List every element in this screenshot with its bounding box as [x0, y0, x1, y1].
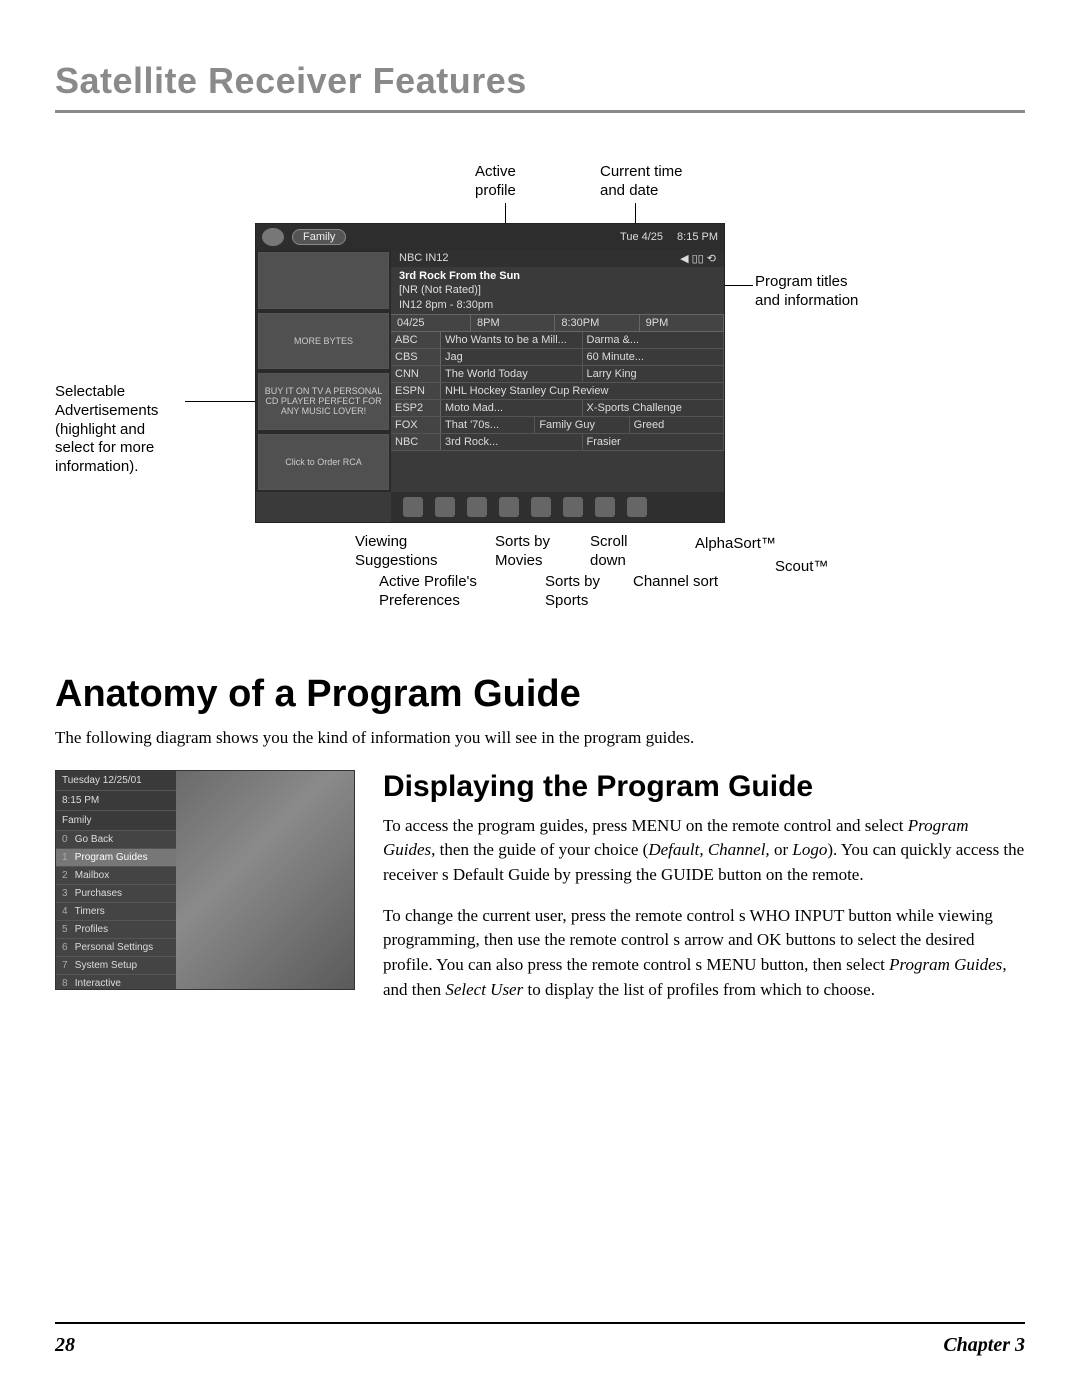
time-col: 8:30PM	[555, 315, 639, 331]
program-cell[interactable]: That '70s...	[441, 417, 535, 433]
callout-active-profile: Active profile	[475, 163, 516, 201]
program-title: 3rd Rock From the Sun	[399, 269, 716, 283]
guide-toolbar	[391, 492, 724, 522]
section-heading-displaying: Displaying the Program Guide	[383, 770, 1025, 804]
menu-item[interactable]: 4 Timers	[56, 903, 176, 921]
audio-icons: ◀ ▯▯ ⟲	[680, 252, 716, 265]
guide-time-bar: 04/25 8PM 8:30PM 9PM	[391, 314, 724, 332]
guide-row[interactable]: CBSJag60 Minute...	[391, 349, 724, 366]
menu-screenshot: Tuesday 12/25/01 8:15 PM Family 0 Go Bac…	[55, 770, 355, 990]
callout-ads: Selectable Advertisements (highlight and…	[55, 383, 158, 477]
program-cell[interactable]: Jag	[441, 349, 583, 365]
callout-scroll-down: Scroll down	[590, 533, 628, 571]
guide-row[interactable]: CNNThe World TodayLarry King	[391, 366, 724, 383]
ad-slot[interactable]	[258, 252, 389, 309]
chapter-label: Chapter 3	[943, 1334, 1025, 1357]
page-footer: 28 Chapter 3	[55, 1322, 1025, 1357]
program-cell[interactable]: 60 Minute...	[583, 349, 725, 365]
time-col: 04/25	[391, 315, 471, 331]
program-cell[interactable]: Who Wants to be a Mill...	[441, 332, 583, 348]
channel-label: FOX	[391, 417, 441, 433]
guide-program-info: 3rd Rock From the Sun [NR (Not Rated)] I…	[391, 267, 724, 314]
callout-active-prefs: Active Profile's Preferences	[379, 573, 477, 611]
program-cell[interactable]: Frasier	[583, 434, 725, 450]
callout-scout: Scout™	[775, 558, 828, 577]
section-intro: The following diagram shows you the kind…	[55, 726, 1025, 750]
program-cell[interactable]: NHL Hockey Stanley Cup Review	[441, 383, 724, 399]
network-logo-icon	[262, 228, 284, 246]
channel-label: NBC	[391, 434, 441, 450]
guide-row[interactable]: ABCWho Wants to be a Mill...Darma &...	[391, 332, 724, 349]
time-col: 9PM	[640, 315, 724, 331]
channel-label: CBS	[391, 349, 441, 365]
menu-time: 8:15 PM	[56, 791, 176, 811]
displaying-paragraph-2: To change the current user, press the re…	[383, 904, 1025, 1003]
section-heading-anatomy: Anatomy of a Program Guide	[55, 673, 1025, 716]
menu-panel: Tuesday 12/25/01 8:15 PM Family 0 Go Bac…	[56, 771, 176, 989]
callout-program-titles: Program titles and information	[755, 273, 858, 311]
channel-label: ABC	[391, 332, 441, 348]
program-guide-diagram: Active profile Current time and date Pro…	[55, 163, 1025, 633]
menu-item[interactable]: 5 Profiles	[56, 921, 176, 939]
menu-item[interactable]: 0 Go Back	[56, 831, 176, 849]
menu-item[interactable]: 1 Program Guides	[56, 849, 176, 867]
program-cell[interactable]: X-Sports Challenge	[583, 400, 725, 416]
program-cell[interactable]: 3rd Rock...	[441, 434, 583, 450]
guide-header: Family Tue 4/25 8:15 PM	[256, 224, 724, 250]
menu-item[interactable]: 2 Mailbox	[56, 867, 176, 885]
alphasort-icon[interactable]	[595, 497, 615, 517]
scout-icon[interactable]	[627, 497, 647, 517]
program-rating: [NR (Not Rated)]	[399, 283, 716, 297]
program-cell[interactable]: Darma &...	[583, 332, 725, 348]
menu-item[interactable]: 3 Purchases	[56, 885, 176, 903]
program-cell[interactable]: Greed	[630, 417, 724, 433]
active-profile-pill[interactable]: Family	[292, 229, 346, 245]
callout-channel-sort: Channel sort	[633, 573, 718, 592]
menu-preview-image	[176, 771, 354, 989]
program-cell[interactable]: Family Guy	[535, 417, 629, 433]
callout-sorts-sports: Sorts by Sports	[545, 573, 600, 611]
program-cell[interactable]: Larry King	[583, 366, 725, 382]
time-col: 8PM	[471, 315, 555, 331]
callout-viewing: Viewing Suggestions	[355, 533, 438, 571]
guide-time: 8:15 PM	[677, 231, 718, 243]
channel-label: CNN	[391, 366, 441, 382]
callout-alphasort: AlphaSort™	[695, 535, 776, 554]
sort-movies-icon[interactable]	[467, 497, 487, 517]
channel-sort-icon[interactable]	[563, 497, 583, 517]
program-cell[interactable]: The World Today	[441, 366, 583, 382]
ad-slot[interactable]: Click to Order RCA	[258, 434, 389, 491]
profile-prefs-icon[interactable]	[435, 497, 455, 517]
viewing-suggestions-icon[interactable]	[403, 497, 423, 517]
displaying-paragraph-1: To access the program guides, press MENU…	[383, 814, 1025, 888]
guide-row[interactable]: NBC3rd Rock...Frasier	[391, 434, 724, 451]
program-cell[interactable]: Moto Mad...	[441, 400, 583, 416]
menu-item[interactable]: 6 Personal Settings	[56, 939, 176, 957]
channel-label: ESP2	[391, 400, 441, 416]
menu-item[interactable]: 8 Interactive	[56, 975, 176, 990]
page-number: 28	[55, 1334, 75, 1357]
sort-sports-icon[interactable]	[499, 497, 519, 517]
guide-date: Tue 4/25	[620, 231, 663, 243]
program-schedule: IN12 8pm - 8:30pm	[399, 298, 716, 312]
guide-screen: Family Tue 4/25 8:15 PM MORE BYTES BUY I…	[255, 223, 725, 523]
menu-profile: Family	[56, 811, 176, 831]
page-header: Satellite Receiver Features	[55, 60, 1025, 113]
ad-slot[interactable]: MORE BYTES	[258, 313, 389, 370]
menu-date: Tuesday 12/25/01	[56, 771, 176, 791]
callout-sorts-movies: Sorts by Movies	[495, 533, 550, 571]
guide-row[interactable]: FOXThat '70s...Family GuyGreed	[391, 417, 724, 434]
guide-ads-column: MORE BYTES BUY IT ON TV A PERSONAL CD PL…	[256, 250, 391, 492]
guide-row[interactable]: ESPNNHL Hockey Stanley Cup Review	[391, 383, 724, 400]
menu-item[interactable]: 7 System Setup	[56, 957, 176, 975]
guide-grid: ABCWho Wants to be a Mill...Darma &...CB…	[391, 332, 724, 451]
callout-current-time: Current time and date	[600, 163, 683, 201]
guide-network-line: NBC IN12	[399, 252, 449, 265]
ad-slot[interactable]: BUY IT ON TV A PERSONAL CD PLAYER PERFEC…	[258, 373, 389, 430]
guide-row[interactable]: ESP2Moto Mad...X-Sports Challenge	[391, 400, 724, 417]
scroll-down-icon[interactable]	[531, 497, 551, 517]
channel-label: ESPN	[391, 383, 441, 399]
